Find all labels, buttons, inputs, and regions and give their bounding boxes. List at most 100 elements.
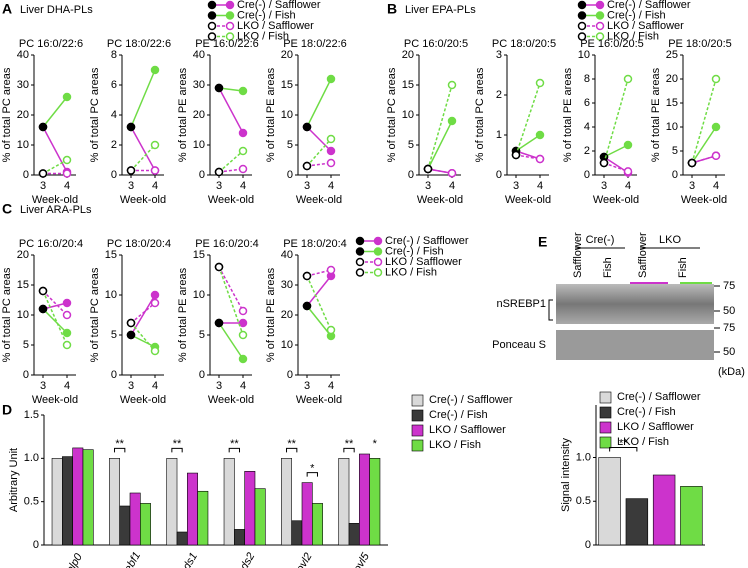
series-line [218,266,244,336]
y-tick-label: 5 [111,329,117,341]
legend-label: Cre(-) / Safflower [237,0,321,11]
significance-label: * [373,438,378,450]
data-point [326,158,336,168]
x-tick-label: 4 [240,180,246,192]
blot-group: Cre(-) [586,234,615,246]
bar [109,458,120,546]
data-point [62,155,72,165]
data-point [447,116,457,126]
data-point [623,167,633,176]
y-tick-label: 0 [199,369,205,381]
y-axis-label: % of total PC areas [89,67,101,162]
significance-bracket [343,447,355,453]
series-line [130,69,156,128]
y-tick-label: 0 [672,169,678,181]
legend-marker [355,247,365,256]
bar [254,488,266,546]
y-tick-label: 20 [281,309,293,321]
significance-label: ** [345,438,354,450]
y-tick-label: 2 [111,139,117,151]
x-tick-label: 4 [449,180,455,192]
x-axis-label: Week-old [208,394,254,406]
series-line [691,126,717,164]
y-axis-label: % of total PE areas [265,267,277,362]
y-tick-label: 15 [193,249,205,261]
series-line [306,138,332,167]
x-tick-label: 3 [216,380,222,392]
panel-label: A [2,1,12,17]
data-point [62,328,72,338]
y-tick-label: 3 [496,49,502,61]
data-point [62,169,72,178]
series-line [130,334,156,348]
x-tick-label: 3 [513,180,519,192]
series-line [218,322,244,360]
y-tick-label: 4 [584,121,590,133]
chart-title: PC 16:0/20:4 [19,238,83,250]
panel-label: B [387,1,397,17]
y-axis-label: % of total PC areas [474,67,486,162]
chart-title: PC 18:0/22:6 [107,38,171,50]
data-point [535,154,545,164]
x-axis-label: Week-old [32,394,78,406]
y-tick-label: 5 [408,139,414,151]
legend-marker [373,236,383,246]
series-line [691,78,717,164]
data-point [326,146,336,156]
bar [359,453,370,546]
legend-swatch [599,391,612,404]
marker-label: 50 [723,305,735,317]
x-tick-label: 4 [152,180,158,192]
x-axis-label: Week-old [120,394,166,406]
x-tick-label: 4 [64,180,70,192]
significance-bracket [171,447,183,453]
data-point [214,167,224,177]
chart-title: PE 16:0/22:6 [195,38,259,50]
data-point [302,271,312,281]
bar [281,458,292,546]
x-tick-label: 4 [713,180,719,192]
significance-bracket [306,472,318,477]
data-point [214,262,224,272]
x-tick-label: 3 [304,180,310,192]
blot-band-label: Ponceau S [492,339,546,351]
series-line [42,126,68,173]
bar [598,457,621,546]
y-tick-label: 10 [105,289,117,301]
x-axis-label: Week-old [296,394,342,406]
y-axis-label: % of total PE areas [177,67,189,162]
data-point [423,164,433,174]
series-line [603,144,629,158]
data-point [535,130,545,140]
significance-label: * [310,463,315,475]
y-tick-label: 0 [111,169,117,181]
data-point [62,92,72,102]
significance-bracket [609,447,638,452]
y-tick-label: 8 [111,49,117,61]
blot-lane: Fish [677,257,689,278]
blot-group: LKO [659,234,681,246]
data-point [38,286,48,296]
series-line [218,150,244,173]
x-tick-label: 4 [240,380,246,392]
legend-label: Cre(-) / Fish [607,9,666,21]
x-tick-label: 3 [216,180,222,192]
bar [223,458,235,546]
x-tick-label: Fads1 [174,551,200,568]
x-axis-label: Week-old [32,194,78,206]
series-line [42,290,68,346]
series-line [306,126,332,152]
y-tick-label: 10 [193,139,205,151]
series-line [306,78,332,128]
legend-marker [225,11,235,20]
y-tick-label: 0 [408,169,414,181]
marker-unit: (kDa) [718,366,745,378]
blot-band-image [556,330,714,360]
x-tick-label: Rplp0 [60,551,85,568]
blot-lane: Safflower [637,232,649,278]
data-point [623,74,633,84]
legend-label: Cre(-) / Fish [617,406,676,418]
data-point [447,80,457,90]
data-point [302,122,312,132]
x-tick-label: 3 [425,180,431,192]
